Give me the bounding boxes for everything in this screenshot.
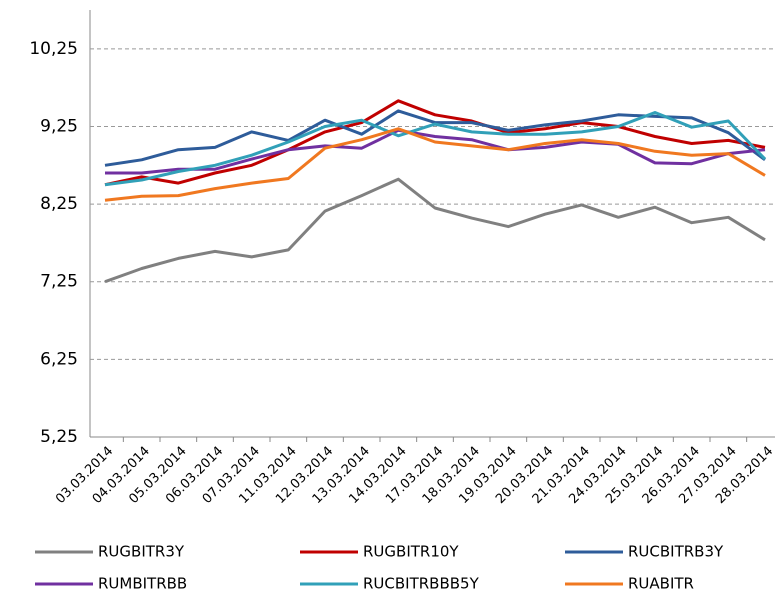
line [104,111,767,187]
y-tick-label: 9,25 [40,116,78,136]
legend-label: RUGBITR3Y [98,543,185,561]
y-tick-label: 5,25 [40,427,78,447]
y-tick-label: 10,25 [29,39,78,59]
legend-label: RUGBITR10Y [363,543,459,561]
y-tick-label: 6,25 [40,349,78,369]
line [104,99,766,187]
legend-label: RUABITR [628,575,694,592]
y-tick-label: 7,25 [40,272,78,292]
legend-label: RUMBITRBB [98,575,187,592]
legend-label: RUCBITRBBB5Y [363,575,480,592]
line [104,177,766,284]
y-tick-label: 8,25 [40,194,78,214]
line [104,127,766,202]
line [105,128,766,175]
legend-label: RUCBITRB3Y [628,543,724,561]
